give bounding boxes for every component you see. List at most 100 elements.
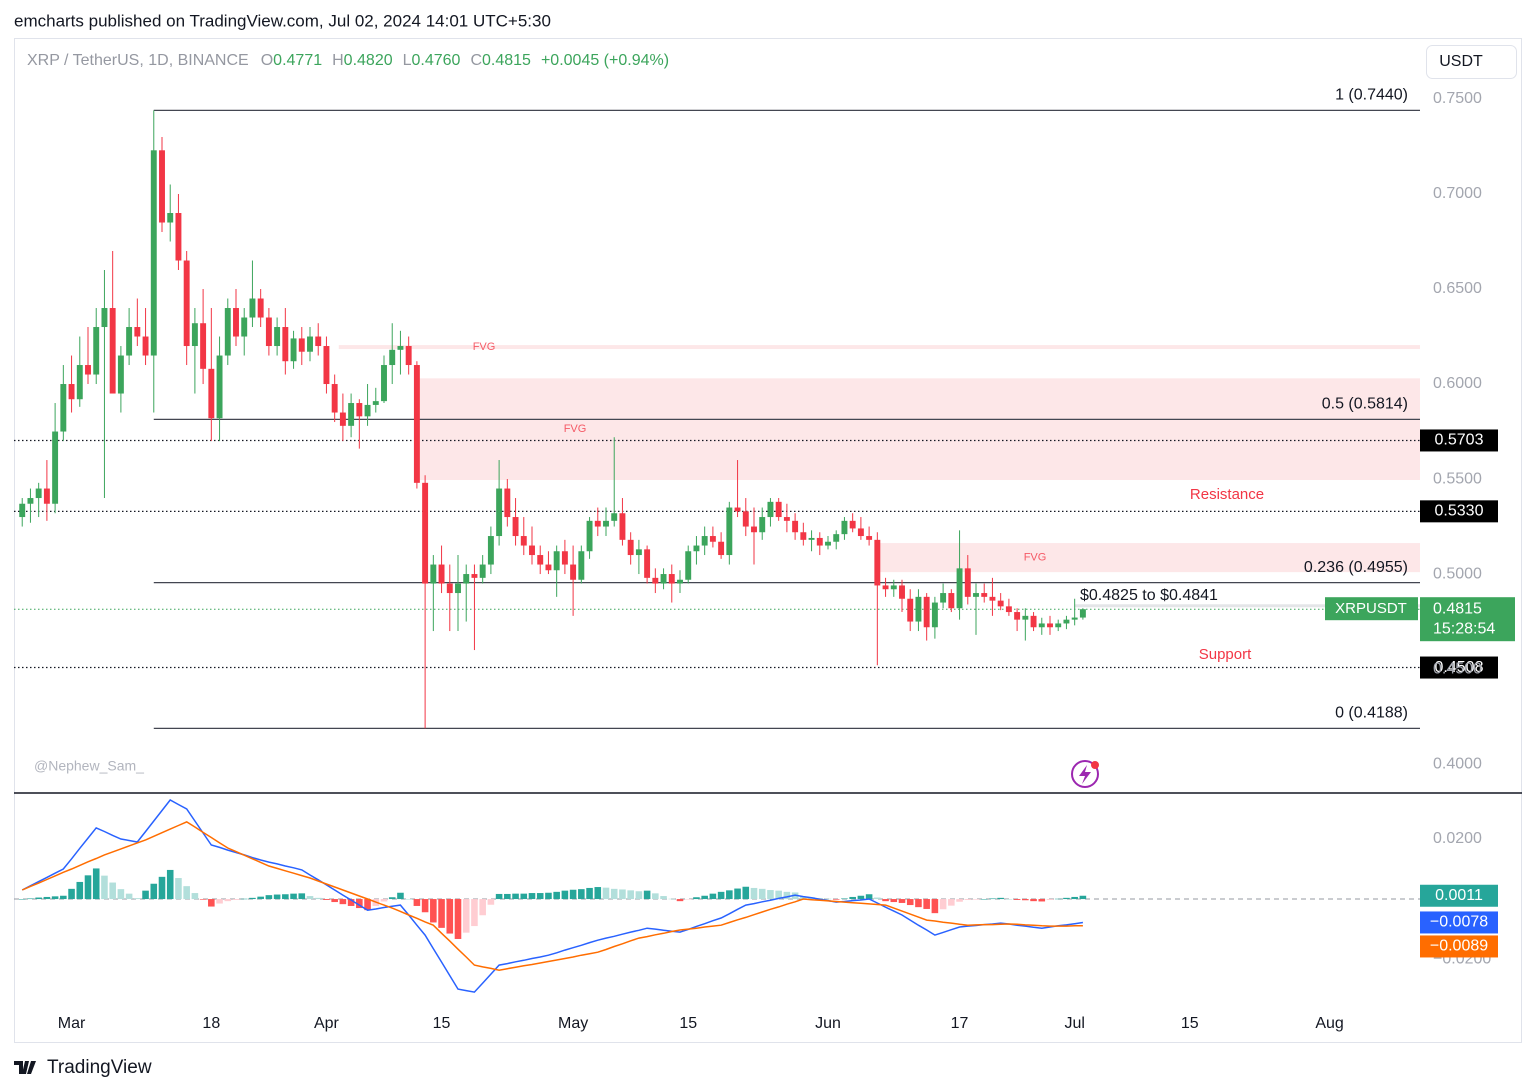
candle-body: [249, 298, 256, 318]
candle-body: [718, 541, 725, 556]
candle-body: [1071, 617, 1078, 620]
histogram-bar: [931, 899, 939, 914]
histogram-bar: [610, 888, 618, 900]
brand-logo[interactable]: [14, 1061, 36, 1074]
histogram-bar: [956, 899, 963, 902]
candle-body: [356, 403, 363, 417]
histogram-bar: [1038, 899, 1046, 902]
candle-body: [504, 488, 511, 518]
histogram-bar: [775, 890, 782, 900]
y-tick-label: 0.4500: [1433, 660, 1482, 677]
range-band: [1074, 604, 1420, 608]
histogram-bar: [109, 882, 116, 900]
histogram-bar: [43, 896, 51, 900]
currency-button[interactable]: USDT: [1426, 45, 1517, 79]
alert-bolt[interactable]: [1079, 765, 1091, 784]
candle-body: [446, 583, 453, 594]
histogram-bar: [405, 899, 412, 900]
price-tag: [1420, 597, 1515, 642]
macd-tag: [1420, 884, 1498, 907]
ohlc-key: O: [261, 52, 273, 69]
annotation: Resistance: [1190, 486, 1264, 503]
x-tick-label: Mar: [58, 1015, 86, 1032]
candle-body: [405, 346, 412, 366]
histogram-bar: [282, 894, 289, 900]
currency-button-label[interactable]: USDT: [1439, 53, 1483, 70]
histogram-bar: [257, 896, 264, 900]
candle-body: [775, 501, 782, 518]
histogram-bar: [273, 894, 281, 900]
histogram-bar: [882, 899, 889, 902]
histogram-bar: [1030, 899, 1037, 902]
y-tick-label: 0.7500: [1433, 90, 1482, 107]
candle-body: [857, 528, 864, 537]
candle-body: [948, 593, 955, 609]
histogram-bar: [249, 897, 256, 900]
symbol-legend: XRP / TetherUS, 1D, BINANCE O0.4771 H0.482…: [27, 52, 669, 69]
histogram-bar: [183, 886, 190, 900]
histogram-bar: [430, 899, 437, 923]
level-tag: [1420, 500, 1498, 523]
histogram-bar: [594, 887, 602, 900]
histogram-bar: [717, 891, 725, 900]
candle-body: [792, 520, 799, 533]
histogram-bar: [18, 899, 26, 900]
histogram-bar: [199, 899, 207, 900]
currency-button-frame[interactable]: [1426, 45, 1517, 79]
candle-body: [677, 579, 683, 584]
candle-body: [142, 336, 149, 356]
candle-body: [93, 327, 100, 375]
histogram-bar: [27, 898, 34, 900]
histogram-bar: [290, 893, 297, 900]
histogram-bar: [652, 893, 659, 900]
brand-name[interactable]: TradingView: [47, 1057, 152, 1078]
alert-ring[interactable]: [1071, 760, 1099, 788]
histogram-bar: [528, 893, 536, 900]
candle-body: [570, 564, 577, 580]
histogram-bar: [767, 890, 774, 900]
histogram-bar: [240, 898, 248, 900]
histogram-bar: [684, 899, 692, 900]
ohlc-value: 0.4815: [482, 52, 531, 69]
histogram-bar: [125, 893, 133, 900]
candle-body: [709, 536, 716, 542]
candle-body: [413, 365, 420, 483]
brand[interactable]: TradingView: [14, 1057, 152, 1078]
histogram-bar: [939, 899, 947, 910]
histogram-bar: [948, 899, 955, 906]
candle-body: [150, 150, 157, 356]
candle-body: [989, 596, 996, 601]
histogram-bar: [1022, 899, 1029, 901]
candle-body: [265, 317, 272, 347]
y-tick-label: 0.5000: [1433, 565, 1482, 582]
x-tick-label: Aug: [1315, 1015, 1343, 1032]
fvg-zone: [338, 345, 1420, 350]
histogram-bar: [60, 895, 67, 900]
candle-body: [216, 355, 223, 419]
x-tick-label: 17: [951, 1015, 969, 1032]
candle-body: [940, 593, 947, 603]
histogram-bar: [980, 899, 988, 900]
candle-body: [520, 536, 527, 546]
candle-body: [594, 520, 601, 527]
candle-body: [175, 213, 182, 261]
candle-body: [553, 551, 560, 571]
histogram-bar: [915, 899, 922, 908]
x-tick-label: 15: [433, 1015, 451, 1032]
histogram-bar: [898, 899, 906, 903]
histogram-bar: [224, 899, 232, 902]
alert-icon[interactable]: [1071, 760, 1099, 788]
x-tick-label: Apr: [314, 1015, 340, 1032]
histogram-bar: [1071, 896, 1078, 900]
macd-line: [21, 821, 1083, 971]
histogram-bar: [701, 895, 708, 900]
histogram-bar: [166, 869, 174, 900]
histogram-bar: [758, 888, 766, 900]
alert-dot[interactable]: [1091, 761, 1099, 769]
histogram-bar: [726, 890, 733, 900]
candle-body: [701, 536, 708, 546]
histogram-bar: [734, 888, 741, 900]
histogram-bar: [512, 893, 519, 900]
